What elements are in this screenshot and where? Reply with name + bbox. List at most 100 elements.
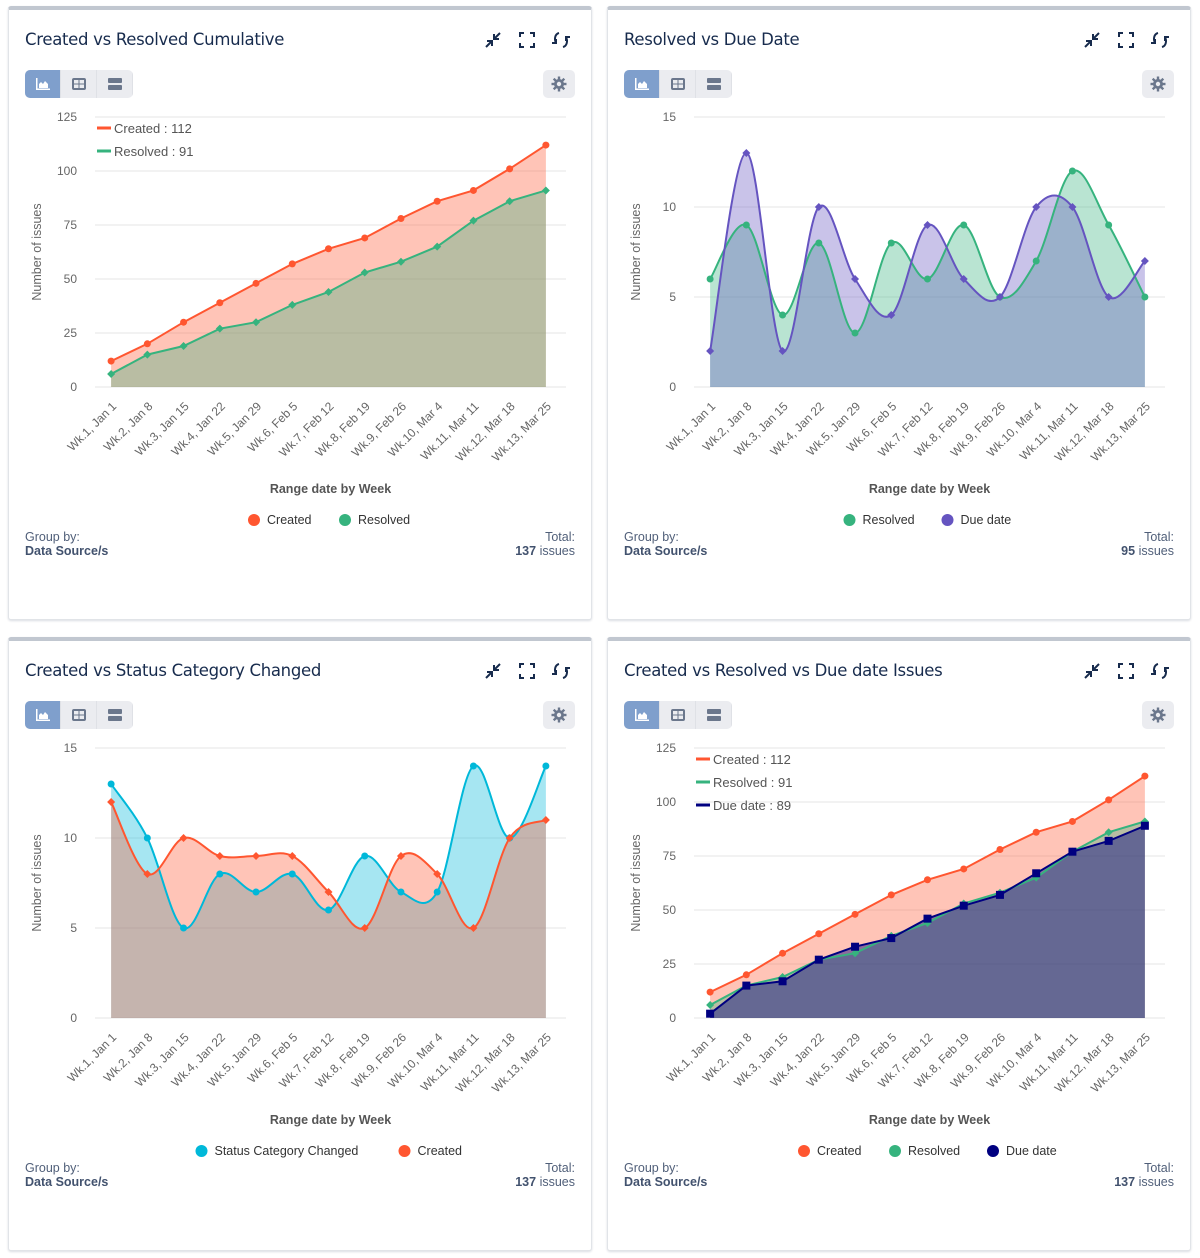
table-view-icon[interactable]	[660, 701, 696, 729]
data-point[interactable]	[742, 971, 750, 979]
legend-item[interactable]: Created	[398, 1144, 463, 1158]
data-point[interactable]	[288, 852, 297, 860]
legend-item[interactable]: Created	[248, 513, 312, 527]
data-point[interactable]	[506, 165, 514, 173]
data-point[interactable]	[1140, 821, 1149, 830]
data-point[interactable]	[1068, 817, 1076, 825]
chart-view-icon[interactable]	[624, 701, 660, 729]
legend-item[interactable]: Due date	[941, 513, 1012, 527]
data-point[interactable]	[778, 977, 787, 986]
legend-item[interactable]: Resolved	[843, 513, 915, 527]
data-point[interactable]	[923, 914, 932, 923]
data-point[interactable]	[216, 870, 224, 878]
data-point[interactable]	[1032, 257, 1040, 265]
data-point[interactable]	[742, 149, 751, 157]
settings-gear-icon[interactable]	[1142, 701, 1174, 729]
data-point[interactable]	[887, 891, 895, 899]
data-point[interactable]	[542, 141, 550, 149]
settings-gear-icon[interactable]	[1142, 70, 1174, 98]
data-point[interactable]	[814, 203, 823, 211]
table-view-icon[interactable]	[660, 70, 696, 98]
data-point[interactable]	[1032, 828, 1040, 836]
data-point[interactable]	[107, 370, 116, 379]
data-point[interactable]	[814, 955, 823, 964]
data-point[interactable]	[433, 242, 442, 251]
data-point[interactable]	[325, 245, 332, 253]
data-point[interactable]	[1105, 796, 1113, 804]
data-point[interactable]	[324, 287, 333, 296]
data-point[interactable]	[469, 762, 477, 770]
list-view-icon[interactable]	[696, 701, 732, 729]
data-point[interactable]	[288, 870, 296, 878]
data-point[interactable]	[325, 906, 332, 914]
fullscreen-icon[interactable]	[1116, 661, 1136, 681]
data-point[interactable]	[1104, 836, 1113, 845]
data-point[interactable]	[815, 239, 823, 247]
data-point[interactable]	[180, 924, 188, 932]
data-point[interactable]	[143, 350, 152, 359]
data-point[interactable]	[396, 257, 405, 266]
data-point[interactable]	[887, 239, 895, 247]
data-point[interactable]	[179, 834, 188, 842]
data-point[interactable]	[742, 221, 750, 229]
data-point[interactable]	[742, 981, 751, 990]
data-point[interactable]	[143, 340, 151, 348]
data-point[interactable]	[143, 870, 152, 878]
data-point[interactable]	[469, 186, 477, 194]
data-point[interactable]	[252, 852, 261, 860]
chart-view-icon[interactable]	[25, 701, 61, 729]
data-point[interactable]	[995, 293, 1004, 301]
data-point[interactable]	[433, 888, 441, 896]
data-point[interactable]	[433, 870, 442, 878]
data-point[interactable]	[1104, 293, 1113, 301]
data-point[interactable]	[252, 279, 260, 287]
data-point[interactable]	[1032, 869, 1041, 878]
data-point[interactable]	[360, 924, 369, 932]
fullscreen-icon[interactable]	[517, 30, 537, 50]
data-point[interactable]	[815, 930, 823, 938]
list-view-icon[interactable]	[97, 70, 133, 98]
data-point[interactable]	[360, 268, 369, 277]
data-point[interactable]	[505, 834, 514, 842]
data-point[interactable]	[960, 221, 968, 229]
data-point[interactable]	[1068, 847, 1077, 856]
data-point[interactable]	[706, 1001, 715, 1010]
legend-item[interactable]: Created	[798, 1144, 862, 1158]
data-point[interactable]	[851, 910, 859, 918]
data-point[interactable]	[779, 311, 787, 319]
data-point[interactable]	[1105, 221, 1113, 229]
data-point[interactable]	[960, 865, 968, 873]
data-point[interactable]	[143, 834, 151, 842]
data-point[interactable]	[1068, 167, 1076, 175]
data-point[interactable]	[924, 876, 931, 884]
settings-gear-icon[interactable]	[543, 70, 575, 98]
data-point[interactable]	[959, 275, 968, 283]
data-point[interactable]	[851, 275, 860, 283]
data-point[interactable]	[107, 798, 116, 806]
data-point[interactable]	[361, 234, 369, 242]
list-view-icon[interactable]	[97, 701, 133, 729]
data-point[interactable]	[851, 942, 860, 951]
data-point[interactable]	[397, 215, 405, 223]
data-point[interactable]	[706, 988, 714, 996]
data-point[interactable]	[397, 888, 405, 896]
data-point[interactable]	[887, 311, 896, 319]
refresh-icon[interactable]	[1150, 661, 1170, 681]
data-point[interactable]	[851, 949, 860, 958]
data-point[interactable]	[995, 890, 1004, 899]
data-point[interactable]	[706, 347, 715, 355]
data-point[interactable]	[1141, 293, 1149, 301]
data-point[interactable]	[324, 888, 333, 896]
data-point[interactable]	[851, 329, 859, 337]
table-view-icon[interactable]	[61, 70, 97, 98]
table-view-icon[interactable]	[61, 701, 97, 729]
data-point[interactable]	[396, 852, 405, 860]
data-point[interactable]	[107, 357, 115, 365]
data-point[interactable]	[361, 852, 369, 860]
data-point[interactable]	[706, 275, 714, 283]
legend-item[interactable]: Due date	[987, 1144, 1057, 1158]
data-point[interactable]	[996, 846, 1004, 854]
compress-icon[interactable]	[483, 30, 503, 50]
data-point[interactable]	[542, 762, 550, 770]
data-point[interactable]	[778, 347, 787, 355]
